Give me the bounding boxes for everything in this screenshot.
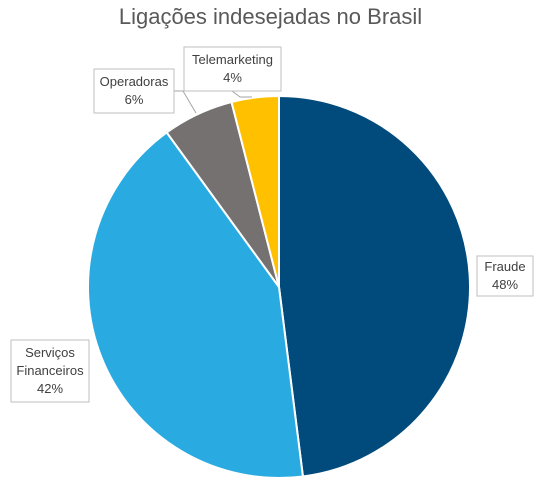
slice-label-box: [183, 46, 282, 92]
slice-name-label: Financeiros: [16, 363, 84, 378]
slice-name-label: Fraude: [484, 259, 525, 274]
leader-line: [173, 90, 197, 114]
slice-percent-label: 48%: [492, 277, 518, 292]
leader-line: [231, 90, 252, 98]
slice-percent-label: 42%: [37, 381, 63, 396]
slice-label-telemarketing: Telemarketing 4%: [183, 46, 282, 92]
slice-percent-label: 6%: [125, 92, 144, 107]
slice-name-label: Operadoras: [100, 74, 169, 89]
slice-label-servi-os-financeiros: Serviços Financeiros 42%: [10, 339, 90, 403]
pie-slices: [87, 94, 471, 479]
pie-slice-fraude: [278, 94, 471, 478]
pie-slice-servi-os-financeiros: [87, 131, 305, 479]
slice-label-operadoras: Operadoras 6%: [93, 68, 175, 114]
slice-name-label: Telemarketing: [192, 52, 273, 67]
chart-title: Ligações indesejadas no Brasil: [118, 4, 423, 29]
slice-label-fraude: Fraude 48%: [476, 255, 534, 297]
slice-percent-label: 4%: [223, 70, 242, 85]
slice-label-box: [10, 339, 90, 403]
slice-name-label: Serviços: [25, 345, 75, 360]
leader-lines: [173, 90, 252, 114]
slice-label-box: [93, 68, 175, 114]
slice-labels: Fraude 48% Serviços Financeiros 42% Operadora…: [10, 46, 534, 403]
slice-label-box: [476, 255, 534, 297]
pie-slice-telemarketing: [230, 94, 280, 288]
